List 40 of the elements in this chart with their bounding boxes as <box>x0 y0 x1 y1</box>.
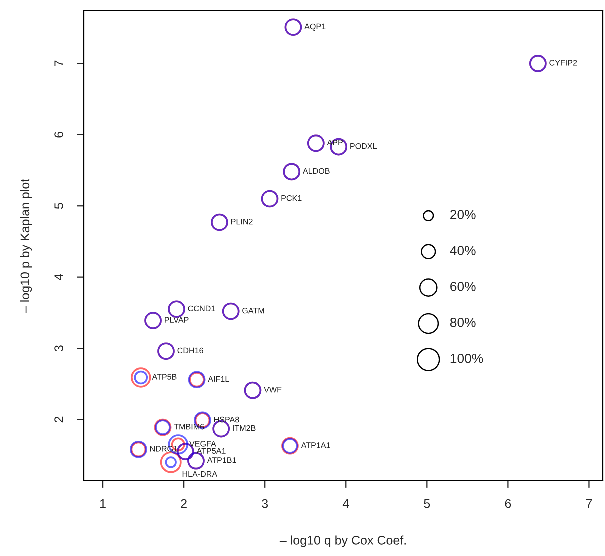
x-tick-label: 7 <box>586 500 592 508</box>
annotation: CYFIP2 <box>550 60 578 66</box>
annotation: AIF1L <box>208 376 230 382</box>
annotation: ATP1B1 <box>207 458 236 464</box>
annotation: HSPA8 <box>214 416 240 423</box>
annotation: CCND1 <box>188 306 216 312</box>
legend-label: 60% <box>450 282 476 292</box>
legend-label: 80% <box>450 318 476 328</box>
annotation: ATP5A1 <box>196 448 226 454</box>
y-tick-label: 5 <box>54 203 64 210</box>
annotation: PCK1 <box>282 195 302 202</box>
legend-label: 40% <box>450 246 476 256</box>
y-axis-title: – log10 p by Kaplan plot <box>20 179 32 314</box>
annotation: ITM2B <box>233 425 256 432</box>
y-tick-label: 6 <box>54 132 64 138</box>
annotation: ALDOB <box>302 168 330 174</box>
annotation: ATP1A1 <box>301 442 330 448</box>
x-tick-label: 5 <box>424 500 430 508</box>
annotation: VEGFA <box>190 441 216 447</box>
legend-label: 100% <box>450 354 484 364</box>
x-tick-label: 4 <box>342 500 350 508</box>
x-axis-title: – log10 q by Cox Coef. <box>280 536 406 548</box>
y-tick-label: 4 <box>54 274 64 281</box>
x-tick-label: 1 <box>100 500 106 508</box>
x-tick-label: 3 <box>262 499 268 508</box>
annotation: GATM <box>242 308 264 314</box>
annotation: ATP5B <box>152 374 177 380</box>
annotation: HLA-DRA <box>182 472 218 478</box>
annotation: PLVAP <box>165 317 189 323</box>
x-tick-label: 6 <box>505 499 512 508</box>
y-tick-label: 2 <box>54 416 64 423</box>
legend-label: 20% <box>450 210 476 220</box>
x-tick-label: 2 <box>181 499 187 508</box>
annotation: PODXL <box>350 143 377 150</box>
annotation: PLIN2 <box>232 218 253 225</box>
annotation: CDH16 <box>178 348 204 354</box>
annotation: VWF <box>264 387 282 393</box>
y-tick-label: 7 <box>54 60 64 67</box>
annotation: AQP1 <box>304 24 326 31</box>
y-tick-label: 3 <box>54 346 64 352</box>
